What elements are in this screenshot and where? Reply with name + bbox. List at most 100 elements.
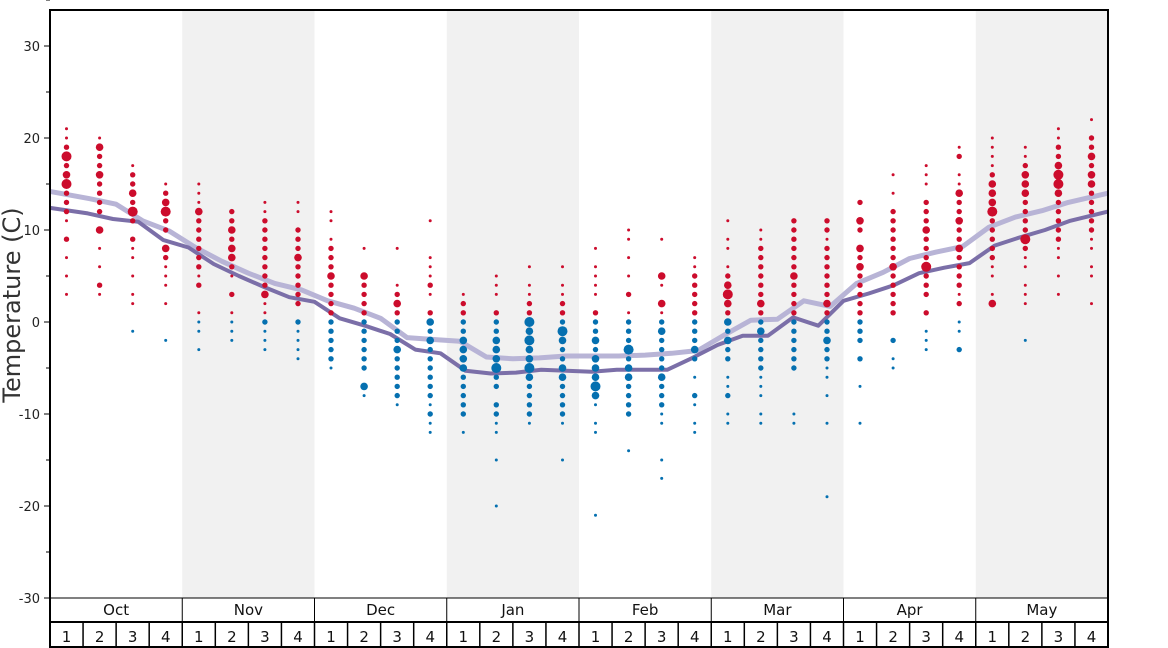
observation-dot [361, 365, 367, 371]
observation-dot [361, 346, 367, 353]
observation-dot [692, 300, 698, 307]
observation-dot [527, 283, 531, 287]
observation-dot [160, 206, 171, 217]
observation-dot [627, 449, 631, 453]
week-label: 1 [62, 628, 72, 646]
week-label: 3 [789, 628, 799, 646]
observation-dot [824, 245, 830, 252]
observation-dot [692, 282, 698, 288]
observation-dot [657, 272, 666, 280]
observation-dot [725, 328, 731, 334]
observation-dot [957, 173, 961, 177]
observation-dot [362, 394, 366, 398]
observation-dot [857, 282, 863, 288]
observation-dot [659, 356, 665, 362]
observation-dot [127, 206, 138, 217]
observation-dot [558, 373, 567, 382]
observation-dot [825, 366, 829, 370]
observation-dot [427, 411, 433, 417]
observation-dot [891, 366, 895, 370]
observation-dot [657, 373, 666, 382]
observation-dot [791, 346, 797, 353]
observation-dot [557, 326, 568, 337]
observation-dot [561, 292, 564, 296]
observation-dot [494, 274, 498, 278]
observation-dot [524, 317, 535, 327]
observation-dot [657, 327, 666, 336]
observation-dot [989, 254, 995, 261]
observation-dot [957, 329, 961, 333]
observation-dot [295, 282, 301, 288]
observation-dot [693, 256, 697, 260]
observation-dot [825, 237, 829, 241]
month-label: Mar [763, 601, 792, 619]
observation-dot [660, 237, 664, 241]
observation-dot [757, 299, 765, 308]
observation-dot [791, 300, 797, 307]
observation-dot [725, 273, 731, 279]
observation-dot [955, 189, 963, 197]
observation-dot [494, 458, 498, 462]
observation-dot [590, 381, 601, 392]
observation-dot [196, 264, 202, 270]
observation-dot [791, 282, 797, 288]
observation-dot [427, 356, 433, 362]
observation-dot [524, 363, 535, 373]
observation-dot [128, 189, 137, 197]
observation-dot [558, 364, 567, 372]
observation-dot [1022, 218, 1028, 224]
week-label: 4 [954, 628, 964, 646]
observation-dot [759, 228, 763, 232]
observation-dot [460, 319, 466, 325]
observation-dot [857, 356, 863, 362]
observation-dot [394, 383, 400, 390]
observation-dot [989, 245, 995, 252]
max-line [49, 188, 1109, 362]
observation-dot [262, 282, 268, 288]
observation-dot [460, 300, 466, 307]
observation-dot [956, 236, 962, 242]
observation-dot [594, 421, 597, 425]
observation-dot [427, 365, 433, 371]
observation-dot [527, 292, 531, 296]
observation-dot [824, 218, 830, 224]
observation-dot [724, 336, 732, 345]
observation-dot [1021, 189, 1030, 197]
observation-dot [791, 236, 797, 242]
observation-dot [857, 273, 863, 279]
observation-dot [262, 273, 268, 279]
observation-dot [296, 338, 300, 342]
observation-dot [924, 329, 928, 333]
observation-dot [1055, 236, 1062, 242]
observation-dot [130, 199, 136, 206]
observation-dot [1055, 227, 1062, 233]
observation-dot [428, 421, 432, 425]
observation-dot [1090, 237, 1093, 241]
observation-dot [824, 310, 830, 316]
observation-dot [559, 300, 566, 307]
observation-dot [857, 254, 863, 261]
observation-dot [824, 328, 830, 334]
observation-dot [792, 412, 796, 416]
observation-dot [990, 274, 994, 278]
observation-dot [164, 274, 168, 278]
observation-dot [625, 383, 632, 390]
observation-dot [161, 198, 170, 207]
observation-dot [1023, 265, 1027, 269]
observation-dot [360, 272, 368, 280]
observation-dot [63, 144, 70, 150]
observation-dot [957, 182, 961, 186]
observation-dot [1090, 118, 1093, 122]
week-label: 3 [1054, 628, 1064, 646]
observation-dot [594, 292, 597, 296]
observation-dot [561, 265, 564, 269]
observation-dot [759, 237, 763, 241]
observation-dot [65, 292, 68, 296]
observation-dot [527, 421, 531, 425]
observation-dot [262, 236, 268, 242]
observation-dot [394, 328, 400, 334]
month-label: Apr [897, 601, 924, 619]
observation-dot [459, 336, 468, 345]
observation-dot [627, 274, 631, 278]
observation-dot [1053, 179, 1064, 189]
